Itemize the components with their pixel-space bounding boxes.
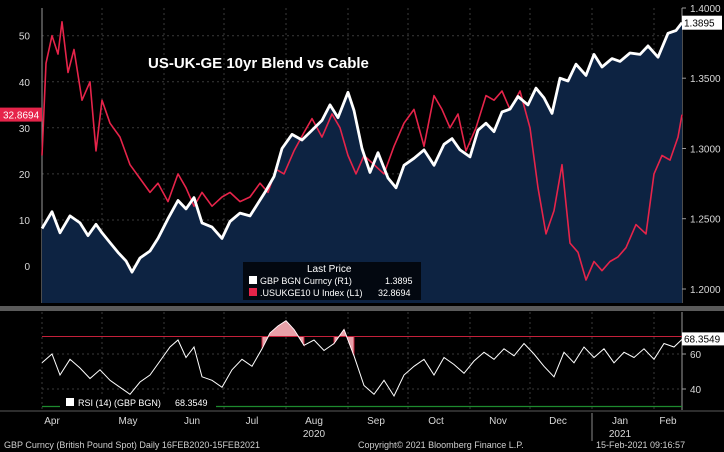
x-month-label: Oct <box>428 416 444 427</box>
blend-series-line <box>41 21 683 281</box>
rsi-last-value-badge: 68.3549 <box>682 332 724 346</box>
x-month-label: Feb <box>659 416 677 427</box>
x-axis: Apr May Jun Jul Aug Sep Oct Nov Dec Jan Feb 2020 202… <box>0 410 724 441</box>
legend-header: Last Price <box>307 264 352 275</box>
rsi-tick-label: 60 <box>690 350 702 361</box>
legend-swatch-gbp <box>249 276 257 284</box>
x-year-label: 2020 <box>303 429 326 440</box>
x-month-label: Jun <box>184 416 200 427</box>
x-month-label: Dec <box>549 416 567 427</box>
left-tick-label: 50 <box>19 32 31 43</box>
rsi-last-value: 68.3549 <box>684 334 721 345</box>
left-tick-label: 0 <box>24 262 30 273</box>
rsi-tick-label: 40 <box>690 385 702 396</box>
main-chart-panel: 50 40 30 20 10 0 1.4000 1.3500 1.3000 1.2500 1.20… <box>0 4 722 303</box>
footer: GBP Curncy (British Pound Spot) Daily 16… <box>4 440 685 450</box>
x-month-label: Sep <box>367 416 385 427</box>
panel-separator <box>0 306 724 311</box>
rsi-legend-label: RSI (14) (GBP BGN) <box>78 398 161 408</box>
x-month-label: Jan <box>612 416 628 427</box>
right-tick-label: 1.2000 <box>690 285 721 296</box>
legend-label-blend: .USUKGE10 U Index (L1) <box>260 288 363 298</box>
right-tick-label: 1.3500 <box>690 74 721 85</box>
x-month-label: Apr <box>44 416 60 427</box>
left-tick-label: 10 <box>19 216 31 227</box>
footer-copyright: Copyright© 2021 Bloomberg Finance L.P. <box>358 440 524 450</box>
rsi-legend-value: 68.3549 <box>175 398 208 408</box>
rsi-legend: RSI (14) (GBP BGN) 68.3549 <box>60 396 216 409</box>
gbp-last-value-badge: 1.3895 <box>682 15 722 30</box>
legend-value-gbp: 1.3895 <box>385 276 413 286</box>
right-tick-label: 1.2500 <box>690 215 721 226</box>
rsi-gridlines <box>41 312 683 410</box>
x-year-label: 2021 <box>609 429 632 440</box>
rsi-axis-ticks: 60 40 <box>682 350 702 396</box>
rsi-panel: 60 40 68.3549 RSI (14) (GBP BGN) 68.3549 <box>41 312 724 410</box>
left-tick-label: 30 <box>19 124 31 135</box>
legend-box <box>243 262 421 300</box>
gbp-area-fill <box>42 22 682 303</box>
gbp-series-line <box>40 21 684 274</box>
x-month-label: Aug <box>305 416 323 427</box>
right-tick-label: 1.4000 <box>690 4 721 15</box>
right-tick-label: 1.3000 <box>690 145 721 156</box>
rsi-series-line <box>41 320 683 398</box>
rsi-legend-swatch <box>66 398 74 406</box>
blend-last-value: 32.8694 <box>3 111 40 122</box>
rsi-legend-box <box>60 396 216 409</box>
right-axis-ticks: 1.4000 1.3500 1.3000 1.2500 1.2000 <box>682 4 721 296</box>
legend-swatch-blend <box>249 288 257 296</box>
gbp-last-value: 1.3895 <box>684 19 715 30</box>
legend-value-blend: 32.8694 <box>378 288 411 298</box>
x-month-label: May <box>119 416 138 427</box>
left-tick-label: 20 <box>19 170 31 181</box>
left-tick-label: 40 <box>19 78 31 89</box>
chart-title: US-UK-GE 10yr Blend vs Cable <box>148 55 369 72</box>
left-axis-ticks: 50 40 30 20 10 0 <box>19 32 31 273</box>
legend: Last Price GBP BGN Curncy (R1) 1.3895 .U… <box>243 262 421 300</box>
footer-security: GBP Curncy (British Pound Spot) Daily 16… <box>4 440 260 450</box>
x-month-label: Jul <box>246 416 259 427</box>
footer-timestamp: 15-Feb-2021 09:16:57 <box>596 440 685 450</box>
x-month-label: Nov <box>489 416 507 427</box>
blend-last-value-badge: 32.8694 <box>0 107 42 122</box>
legend-label-gbp: GBP BGN Curncy (R1) <box>260 276 352 286</box>
